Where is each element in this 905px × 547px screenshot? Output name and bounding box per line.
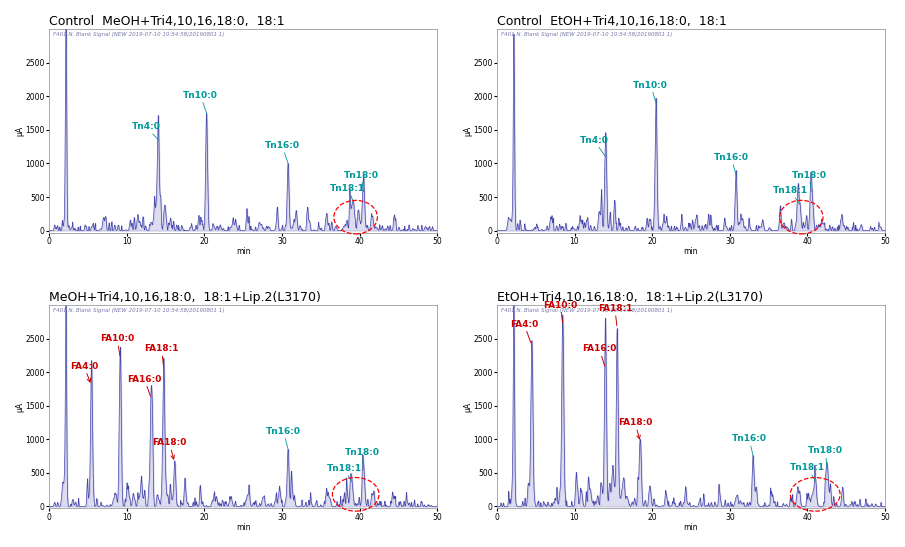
Text: Control  EtOH+Tri4,10,16,18:0,  18:1: Control EtOH+Tri4,10,16,18:0, 18:1: [497, 15, 727, 28]
Text: Tn18:1: Tn18:1: [330, 184, 366, 202]
Text: Tn18:1: Tn18:1: [790, 463, 825, 481]
X-axis label: min: min: [684, 247, 699, 256]
Y-axis label: µA: µA: [463, 401, 472, 412]
Y-axis label: µA: µA: [15, 126, 24, 136]
X-axis label: min: min: [236, 523, 251, 532]
Text: F401 N. Blank Signal (NEW 2019-07-10 10:54:58/20190801 1): F401 N. Blank Signal (NEW 2019-07-10 10:…: [500, 308, 672, 313]
Text: FA18:1: FA18:1: [144, 345, 179, 366]
Text: Tn16:0: Tn16:0: [264, 141, 300, 164]
Text: Tn4:0: Tn4:0: [131, 122, 160, 140]
Text: EtOH+Tri4,10,16,18:0,  18:1+Lip.2(L3170): EtOH+Tri4,10,16,18:0, 18:1+Lip.2(L3170): [497, 291, 763, 304]
Text: Tn4:0: Tn4:0: [579, 136, 608, 157]
Text: FA18:0: FA18:0: [152, 438, 186, 459]
Text: MeOH+Tri4,10,16,18:0,  18:1+Lip.2(L3170): MeOH+Tri4,10,16,18:0, 18:1+Lip.2(L3170): [49, 291, 320, 304]
Text: FA10:0: FA10:0: [543, 301, 577, 322]
Text: FA4:0: FA4:0: [510, 319, 538, 343]
Text: Tn18:1: Tn18:1: [773, 186, 808, 205]
Text: Tn16:0: Tn16:0: [714, 153, 748, 175]
Text: Tn10:0: Tn10:0: [183, 91, 218, 113]
Text: FA16:0: FA16:0: [128, 375, 162, 397]
Text: F401 N. Blank Signal (NEW 2019-07-10 10:54:58/20190801 1): F401 N. Blank Signal (NEW 2019-07-10 10:…: [500, 32, 672, 37]
Text: Control  MeOH+Tri4,10,16,18:0,  18:1: Control MeOH+Tri4,10,16,18:0, 18:1: [49, 15, 284, 28]
Text: Tn18:0: Tn18:0: [792, 171, 826, 191]
Text: Tn10:0: Tn10:0: [634, 80, 668, 103]
Text: FA18:0: FA18:0: [618, 418, 653, 439]
Text: F401 N. Blank Signal (NEW 2019-07-10 10:54:58/20190801 1): F401 N. Blank Signal (NEW 2019-07-10 10:…: [52, 308, 224, 313]
Text: FA18:1: FA18:1: [597, 304, 632, 326]
Text: Tn16:0: Tn16:0: [732, 434, 767, 456]
Text: FA10:0: FA10:0: [100, 334, 134, 356]
Text: Tn18:0: Tn18:0: [808, 446, 843, 468]
Y-axis label: µA: µA: [463, 126, 472, 136]
Text: Tn18:0: Tn18:0: [344, 171, 378, 191]
Text: Tn18:0: Tn18:0: [345, 449, 379, 469]
X-axis label: min: min: [236, 247, 251, 256]
Text: FA16:0: FA16:0: [582, 345, 616, 366]
Text: F401 N. Blank Signal (NEW 2019-07-10 10:54:58/20190801 1): F401 N. Blank Signal (NEW 2019-07-10 10:…: [52, 32, 224, 37]
X-axis label: min: min: [684, 523, 699, 532]
Text: Tn16:0: Tn16:0: [266, 427, 301, 450]
Text: FA4:0: FA4:0: [70, 362, 98, 382]
Text: Tn18:1: Tn18:1: [327, 464, 362, 481]
Y-axis label: µA: µA: [15, 401, 24, 412]
